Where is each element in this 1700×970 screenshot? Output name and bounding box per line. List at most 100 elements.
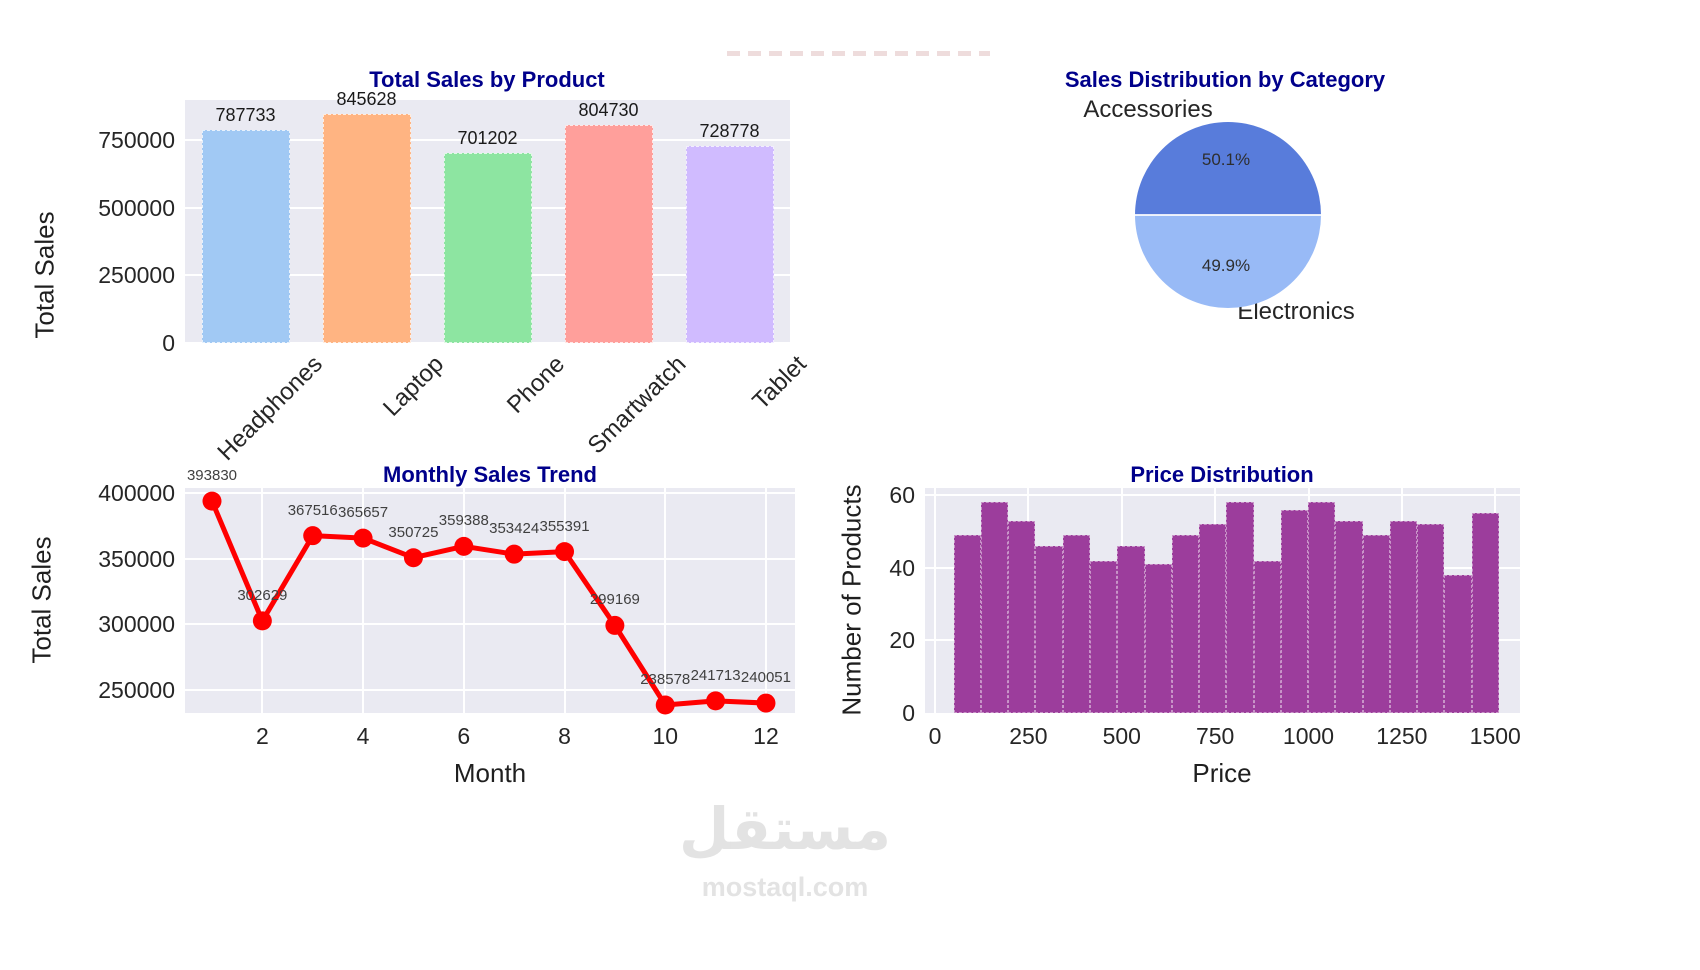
x-category-label: Phone [502, 350, 571, 419]
point-annotation: 240051 [740, 669, 791, 687]
histogram-price-distribution: Price Distribution Number of Products Pr… [835, 450, 1545, 800]
x-tick-label: 500 [1102, 723, 1141, 749]
histogram-bin [953, 535, 981, 713]
y-tick-label: 750000 [98, 126, 175, 153]
histogram-bin [1062, 535, 1090, 713]
data-point-marker [252, 611, 272, 631]
histogram-bin [1035, 546, 1063, 713]
histogram-bin [1171, 535, 1200, 713]
x-tick-label: 12 [753, 723, 779, 749]
y-tick-label: 500000 [98, 194, 175, 221]
gridline-y [185, 342, 790, 344]
bar-value-label: 845628 [336, 89, 397, 109]
x-tick-label: 1500 [1469, 723, 1521, 749]
x-tick-label: 10 [652, 723, 679, 749]
x-category-label: Laptop [378, 350, 450, 422]
histogram-y-axis-label: Number of Products [836, 484, 867, 716]
y-tick-label: 350000 [98, 545, 175, 572]
gridline-y [185, 138, 790, 141]
data-point-marker [202, 491, 222, 511]
point-annotation: 355391 [539, 517, 590, 535]
line-chart-x-axis-label: Month [453, 758, 527, 788]
x-tick-label: 250 [1009, 723, 1048, 749]
point-annotation: 241713 [690, 666, 741, 684]
y-tick-label: 250000 [98, 262, 175, 289]
data-point-marker [706, 691, 726, 711]
line-chart-monthly-sales-trend: Monthly Sales Trend Total Sales Month 25… [20, 450, 830, 800]
x-category-label: Smartwatch [582, 350, 692, 460]
bar-chart-title: Total Sales by Product [369, 67, 605, 92]
pie-slice-accessories [1135, 122, 1321, 215]
bar-laptop [322, 114, 411, 343]
x-tick-label: 1250 [1376, 723, 1428, 749]
data-point-marker [756, 693, 776, 713]
x-tick-label: 8 [558, 723, 571, 749]
histogram-bin [1308, 502, 1336, 713]
point-annotation: 302629 [237, 586, 288, 604]
y-tick-label: 300000 [98, 611, 175, 638]
point-annotation: 359388 [438, 512, 489, 530]
histogram-bin [1226, 502, 1254, 713]
x-tick-label: 4 [356, 723, 370, 749]
y-tick-label: 40 [889, 554, 915, 581]
gridline-y [185, 623, 795, 626]
histogram-bin [1389, 520, 1418, 713]
histogram-bin [1008, 520, 1036, 713]
x-tick-label: 6 [457, 723, 471, 749]
gridline-y [185, 689, 795, 691]
bar-value-label: 701202 [457, 128, 518, 149]
gridline-x [664, 488, 667, 713]
gridline-y [185, 557, 795, 560]
point-annotation: 365657 [338, 504, 389, 522]
watermark-arabic-logo: مستقل [678, 797, 892, 862]
gridline-y [925, 494, 1520, 497]
histogram-bin [1280, 509, 1309, 713]
bar-headphones [201, 129, 290, 343]
y-tick-label: 400000 [98, 480, 175, 506]
point-annotation: 238578 [640, 671, 691, 688]
clipped-text-remnant [727, 51, 990, 56]
histogram-plot-area [925, 488, 1520, 713]
pie-label-accessories: Accessories [1083, 96, 1213, 123]
bar-chart-total-sales-by-product: Total Sales by Product Total Sales 0 2500… [29, 55, 840, 466]
data-point-marker [353, 528, 373, 548]
y-tick-label: 60 [889, 482, 915, 509]
bar-phone [443, 153, 532, 343]
data-point-marker [605, 615, 625, 635]
data-point-marker [403, 548, 423, 568]
gridline-y [185, 492, 795, 494]
bar-value-label: 728778 [699, 120, 760, 141]
histogram-bin [1253, 560, 1281, 713]
x-category-label: Headphones [212, 350, 329, 466]
bar-value-label: 804730 [578, 100, 639, 121]
histogram-bin [1117, 546, 1145, 713]
data-point-marker [504, 544, 524, 564]
y-tick-label: 20 [889, 627, 915, 654]
histogram-bin [1144, 564, 1172, 713]
gridline-x [261, 488, 264, 713]
pie-pct-accessories: 50.1% [1201, 150, 1251, 169]
histogram-bin [1090, 560, 1118, 713]
point-annotation: 299169 [589, 591, 640, 609]
x-tick-label: 1000 [1282, 723, 1335, 749]
histogram-bin [1471, 513, 1499, 713]
y-tick-label: 250000 [98, 677, 175, 703]
pie-slice-electronics [1135, 215, 1321, 308]
pie-chart-title: Sales Distribution by Category [1064, 67, 1386, 92]
pie-chart-sales-distribution: Sales Distribution by Category Accessori… [1010, 55, 1450, 340]
histogram-bin [1417, 524, 1445, 713]
data-point-marker [303, 526, 323, 546]
histogram-bin [1362, 535, 1390, 713]
histogram-bin [1199, 524, 1227, 713]
histogram-bin [1335, 520, 1363, 713]
line-series-graphic [202, 491, 776, 715]
line-chart-plot-area [185, 488, 795, 713]
histogram-title: Price Distribution [1130, 462, 1314, 487]
data-point-marker [454, 536, 474, 556]
bar-tablet [685, 145, 774, 343]
point-annotation: 350725 [388, 523, 439, 541]
bar-chart-y-axis-label: Total Sales [29, 211, 60, 339]
pie-pct-electronics: 49.9% [1201, 256, 1251, 275]
gridline-x [362, 488, 365, 713]
